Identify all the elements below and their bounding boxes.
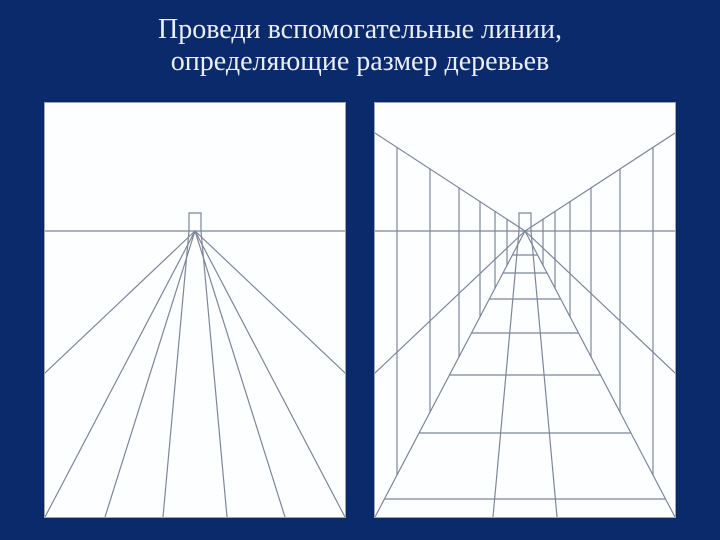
perspective-panel-left — [44, 102, 346, 518]
title-line-2: определяющие размер деревьев — [171, 46, 549, 77]
panels-row — [0, 102, 720, 518]
slide: Проведи вспомогательные линии, определяю… — [0, 0, 720, 540]
title-line-1: Проведи вспомогательные линии, — [158, 14, 562, 45]
perspective-panel-right — [374, 102, 676, 518]
slide-title: Проведи вспомогательные линии, определяю… — [0, 14, 720, 78]
